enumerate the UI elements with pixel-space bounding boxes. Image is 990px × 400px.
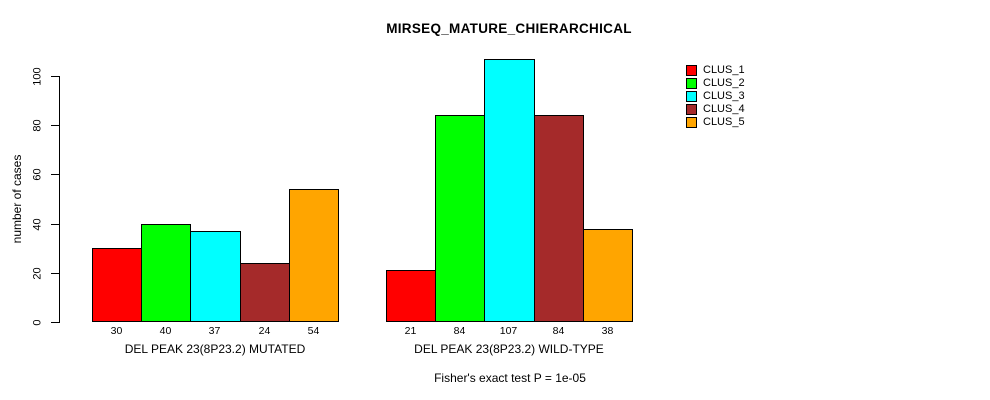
- bar-value-label: 30: [110, 325, 123, 337]
- y-tick-label: 40: [31, 218, 44, 231]
- y-tick-mark: [51, 174, 59, 175]
- legend: CLUS_1 CLUS_2 CLUS_3 CLUS_4 CLUS_5: [686, 65, 745, 130]
- legend-swatch-icon: [686, 117, 697, 128]
- legend-swatch-icon: [686, 91, 697, 102]
- x-group-label: DEL PEAK 23(8P23.2) MUTATED: [124, 342, 306, 356]
- y-tick-label: 100: [31, 67, 44, 86]
- bar-clus_5: [583, 229, 633, 322]
- bar-value-label: 21: [404, 325, 417, 337]
- legend-label: CLUS_4: [703, 103, 745, 115]
- annotation-text: Fisher's exact test P = 1e-05: [434, 371, 586, 385]
- chart-title: MIRSEQ_MATURE_CHIERARCHICAL: [386, 21, 632, 36]
- legend-label: CLUS_5: [703, 116, 745, 128]
- legend-entry-clus_5: CLUS_5: [686, 117, 745, 128]
- bar-clus_2: [141, 224, 191, 322]
- bar-group: [92, 0, 339, 322]
- bar-clus_3: [190, 231, 241, 322]
- legend-label: CLUS_3: [703, 90, 745, 102]
- legend-entry-clus_1: CLUS_1: [686, 65, 745, 76]
- legend-entry-clus_3: CLUS_3: [686, 91, 745, 102]
- y-axis-line: [59, 76, 60, 323]
- y-tick-mark: [51, 322, 59, 323]
- bar-value-label: 84: [552, 325, 565, 337]
- bar-clus_1: [386, 270, 436, 322]
- bar-value-label: 24: [258, 325, 271, 337]
- legend-label: CLUS_2: [703, 77, 745, 89]
- y-tick-label: 80: [31, 119, 44, 132]
- bar-clus_4: [534, 115, 584, 322]
- y-tick-mark: [51, 224, 59, 225]
- y-axis-label: number of cases: [10, 154, 24, 244]
- legend-swatch-icon: [686, 104, 697, 115]
- y-tick-mark: [51, 125, 59, 126]
- bar-value-label: 40: [159, 325, 172, 337]
- bar-clus_3: [484, 59, 535, 322]
- legend-swatch-icon: [686, 78, 697, 89]
- bar-clus_1: [92, 248, 142, 322]
- legend-swatch-icon: [686, 65, 697, 76]
- y-tick-mark: [51, 273, 59, 274]
- bar-value-label: 37: [208, 325, 221, 337]
- bar-value-label: 54: [307, 325, 320, 337]
- y-tick-label: 20: [31, 267, 44, 280]
- bar-clus_4: [240, 263, 290, 322]
- bar-clus_2: [435, 115, 485, 322]
- legend-entry-clus_4: CLUS_4: [686, 104, 745, 115]
- y-tick-label: 0: [31, 319, 44, 326]
- legend-label: CLUS_1: [703, 64, 745, 76]
- y-tick-label: 60: [31, 168, 44, 181]
- bar-group: [386, 0, 633, 322]
- bar-value-label: 84: [453, 325, 466, 337]
- bar-clus_5: [289, 189, 339, 322]
- y-tick-mark: [51, 76, 59, 77]
- bar-value-label: 107: [499, 325, 518, 337]
- legend-entry-clus_2: CLUS_2: [686, 78, 745, 89]
- x-group-label: DEL PEAK 23(8P23.2) WILD-TYPE: [414, 342, 604, 356]
- bar-value-label: 38: [601, 325, 614, 337]
